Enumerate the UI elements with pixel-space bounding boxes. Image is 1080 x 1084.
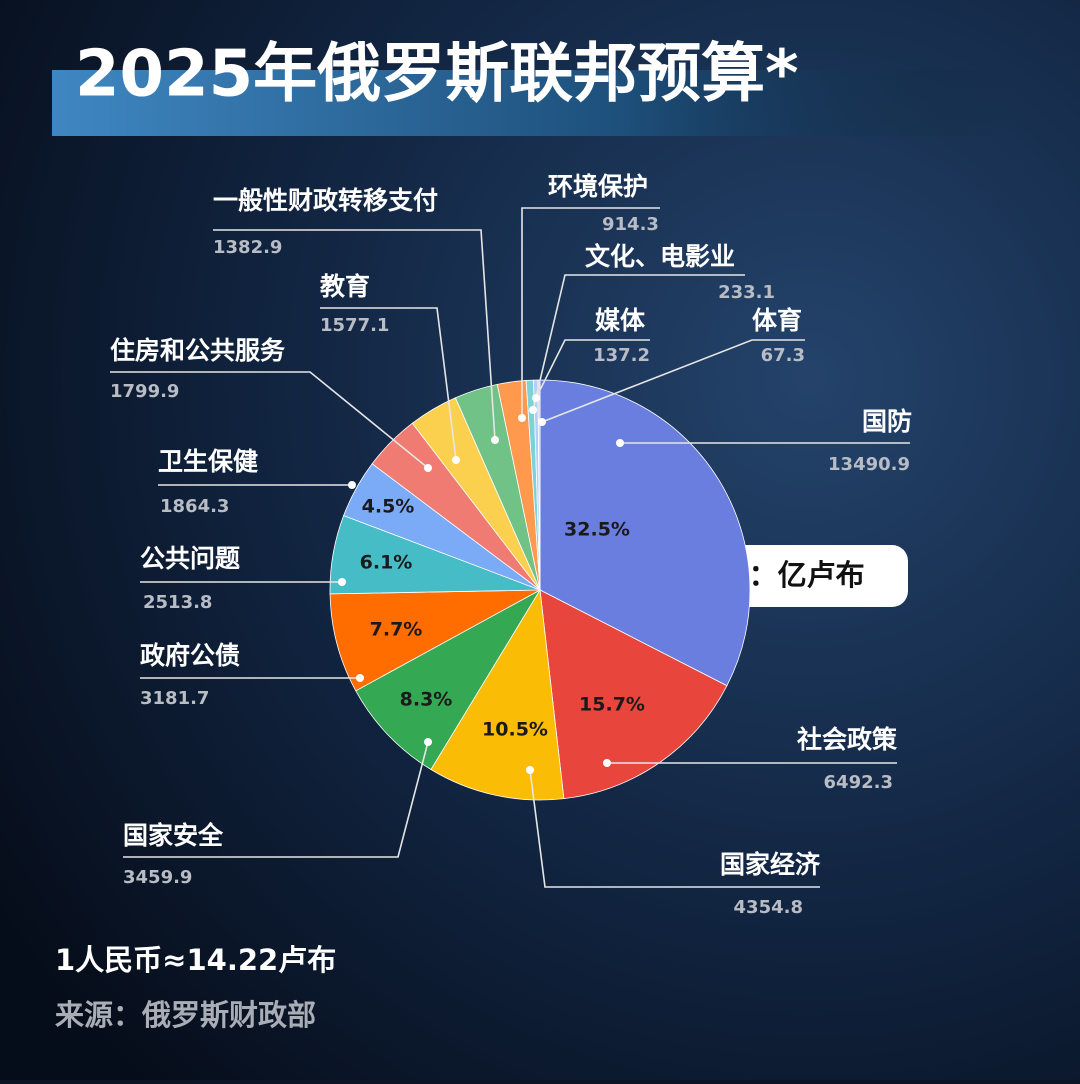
value-label: 1864.3 (160, 496, 229, 517)
percent-label: 4.5% (362, 496, 415, 518)
percent-label: 7.7% (370, 619, 423, 641)
leader-dot (538, 418, 546, 426)
category-label: 住房和公共服务 (110, 336, 285, 365)
value-label: 1799.9 (110, 381, 179, 402)
leader-line (521, 207, 660, 418)
leader-dot (518, 414, 526, 422)
leader-dot (356, 674, 364, 682)
category-label: 环境保护 (548, 172, 648, 201)
source: 来源：俄罗斯财政部 (55, 998, 316, 1032)
leader-dot (526, 766, 534, 774)
value-label: 2513.8 (143, 592, 212, 613)
percent-label: 10.5% (482, 719, 548, 741)
leader-line (320, 307, 457, 461)
value-label: 3459.9 (123, 867, 192, 888)
leader-dot (603, 759, 611, 767)
title-band (52, 70, 1012, 136)
leader-dot (616, 439, 624, 447)
title: 2025年俄罗斯联邦预算* (75, 38, 799, 112)
percent-label: 8.3% (400, 689, 453, 711)
percent-label: 6.1% (360, 552, 413, 574)
leader-dot (491, 436, 499, 444)
leader-line (110, 371, 429, 469)
value-label: 914.3 (602, 214, 659, 235)
pie-slice (430, 588, 565, 801)
category-label: 卫生保健 (158, 447, 258, 476)
leader-line (529, 769, 820, 888)
leader-dot (338, 578, 346, 586)
value-label: 67.3 (761, 345, 805, 366)
leader-dot (424, 738, 432, 746)
category-label: 社会政策 (797, 725, 898, 754)
category-label: 国防 (862, 407, 912, 436)
value-label: 13490.9 (828, 454, 910, 475)
value-label: 1577.1 (320, 315, 389, 336)
leader-line (532, 274, 745, 411)
category-label: 教育 (320, 272, 370, 301)
leader-dot (424, 464, 432, 472)
value-label: 1382.9 (213, 237, 282, 258)
value-label: 3181.7 (140, 688, 209, 709)
leader-line (213, 229, 496, 441)
leader-dot (452, 456, 460, 464)
category-label: 一般性财政转移支付 (213, 186, 438, 215)
value-label: 4354.8 (734, 897, 803, 918)
pie-slice (539, 379, 751, 687)
category-label: 媒体 (595, 306, 646, 335)
category-label: 文化、电影业 (585, 242, 735, 271)
value-label: 137.2 (593, 345, 650, 366)
category-label: 体育 (752, 306, 802, 335)
pie-slice (329, 589, 541, 692)
leader-dot (532, 394, 540, 402)
value-label: 233.1 (718, 282, 775, 303)
leader-dot (529, 406, 537, 414)
exchange-note: 1人民币≈14.22卢布 (55, 943, 336, 977)
percent-label: 15.7% (579, 694, 645, 716)
pie-slice (355, 588, 542, 771)
leader-line (541, 339, 805, 423)
leader-line (535, 339, 650, 399)
category-label: 国家安全 (123, 821, 224, 850)
value-label: 6492.3 (824, 772, 893, 793)
leader-line (123, 741, 429, 858)
category-label: 公共问题 (140, 544, 240, 573)
leader-dot (348, 481, 356, 489)
category-label: 国家经济 (720, 850, 821, 879)
percent-label: 32.5% (564, 519, 630, 541)
category-label: 政府公债 (140, 641, 240, 670)
